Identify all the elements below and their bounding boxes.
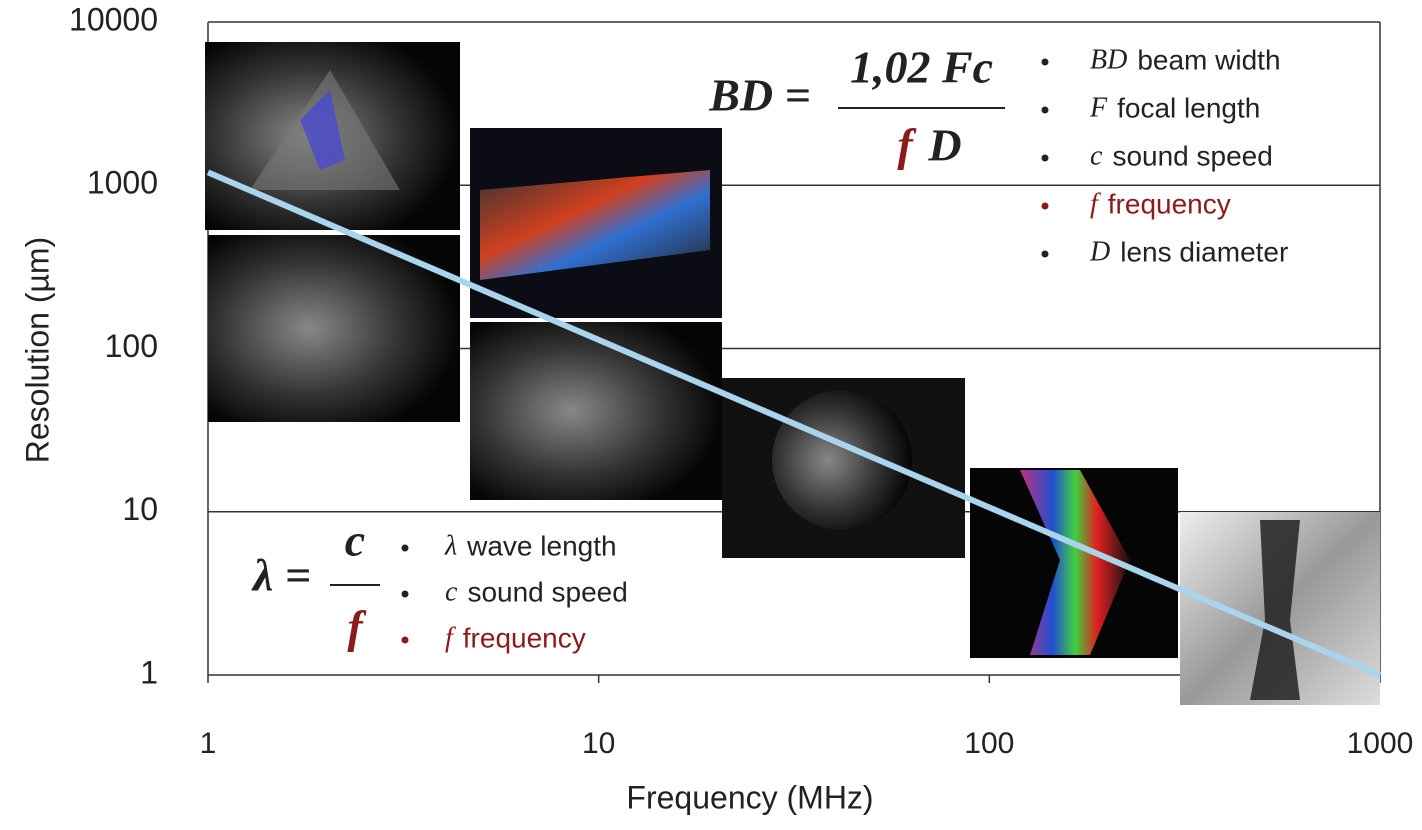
legend-symbol: F [1089,92,1108,123]
chart: 1101001000100001101001000 BD =1,02 FcfDB… [0,0,1422,830]
legend-symbol: f [445,622,456,653]
bullet [402,637,409,644]
y-tick-label: 1 [140,654,158,690]
legend-text: sound speed [1112,140,1272,171]
y-tick-label: 1000 [87,165,158,201]
formula-denominator: D [927,120,961,171]
legend-symbol: BD [1090,44,1127,75]
legend-symbol: c [1090,140,1103,171]
formula-numerator: c [345,515,365,566]
bullet [402,591,409,598]
legend-text: sound speed [467,576,627,607]
y-tick-label: 10 [122,491,158,527]
formula-denominator: f [347,602,367,653]
bullet [1042,59,1049,66]
bullet [1042,107,1049,114]
formula-numerator: 1,02 Fc [850,42,993,93]
x-tick-label: 100 [964,727,1014,760]
image [470,322,722,500]
formula-lhs: BD = [708,70,811,121]
x-axis-title: Frequency (MHz) [626,779,873,815]
image-detail [772,390,912,530]
legend-symbol: λ [444,530,457,561]
y-tick-label: 100 [105,328,158,364]
legend-text: lens diameter [1120,236,1288,267]
bullet [402,545,409,552]
formula-lhs: λ = [251,550,311,601]
legend-symbol: c [445,576,458,607]
x-tick-label: 1000 [1347,727,1414,760]
y-axis-title: Resolution (µm) [19,237,55,464]
y-tick-label: 10000 [69,1,158,37]
legend-text: beam width [1137,44,1280,75]
legend-text: frequency [1108,188,1231,219]
legend-symbol: D [1089,236,1110,267]
bullet [1042,155,1049,162]
formula-denominator: f [897,120,917,171]
x-tick-label: 10 [582,727,615,760]
bullet [1042,203,1049,210]
legend-symbol: f [1090,188,1101,219]
legend-text: frequency [463,622,586,653]
legend-text: wave length [466,530,616,561]
legend-text: focal length [1117,92,1260,123]
bullet [1042,251,1049,258]
x-tick-label: 1 [200,727,217,760]
